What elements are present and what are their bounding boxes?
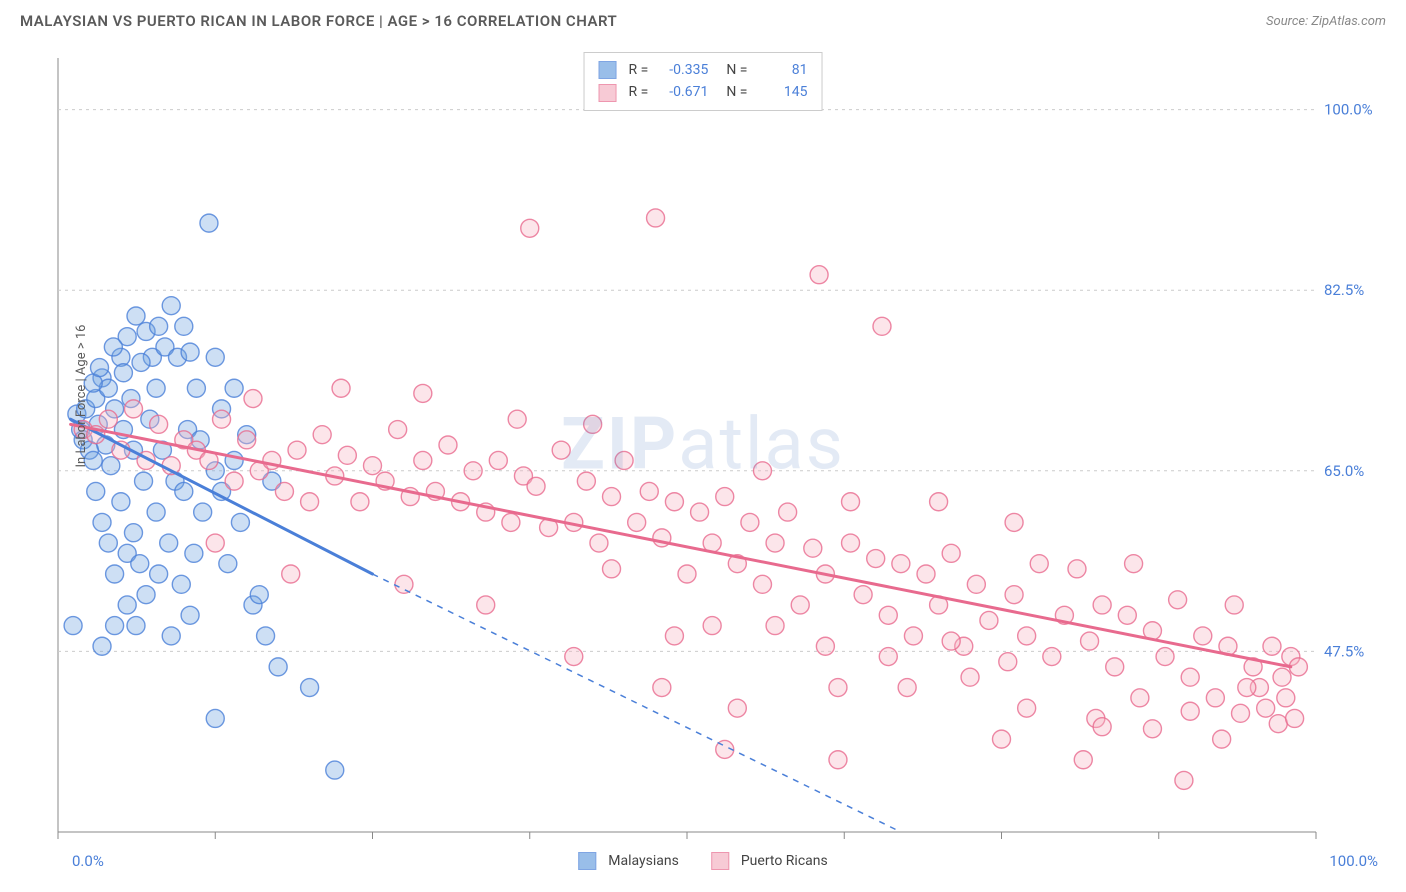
x-axis-min-label: 0.0% bbox=[72, 852, 104, 870]
r-value: -0.335 bbox=[660, 59, 708, 81]
svg-text:100.0%: 100.0% bbox=[1324, 101, 1373, 119]
svg-text:65.0%: 65.0% bbox=[1324, 462, 1364, 480]
svg-text:82.5%: 82.5% bbox=[1324, 281, 1364, 299]
svg-text:47.5%: 47.5% bbox=[1324, 642, 1364, 660]
legend-item-puerto_ricans: Puerto Ricans bbox=[711, 852, 828, 870]
legend-row-puerto_ricans: R = -0.671 N = 145 bbox=[599, 81, 808, 103]
correlation-legend: R = -0.335 N = 81 R = -0.671 N = 145 bbox=[584, 52, 823, 111]
legend-label: Malaysians bbox=[608, 853, 679, 869]
x-axis-max-label: 100.0% bbox=[1329, 852, 1378, 870]
legend-row-malaysians: R = -0.335 N = 81 bbox=[599, 59, 808, 81]
chart-container: In Labor Force | Age > 16 ZIPatlas 100.0… bbox=[20, 48, 1386, 872]
legend-swatch bbox=[711, 852, 729, 870]
legend-item-malaysians: Malaysians bbox=[578, 852, 679, 870]
n-value: 81 bbox=[759, 59, 807, 81]
series-puerto_ricans bbox=[74, 209, 1307, 789]
r-label: R = bbox=[629, 81, 649, 103]
r-label: R = bbox=[629, 59, 649, 81]
legend-swatch bbox=[599, 84, 617, 102]
source-attribution: Source: ZipAtlas.com bbox=[1266, 14, 1386, 29]
legend-label: Puerto Ricans bbox=[741, 853, 828, 869]
scatter-chart: 100.0% 82.5% 65.0% 47.5% bbox=[20, 48, 1386, 872]
r-value: -0.671 bbox=[660, 81, 708, 103]
chart-title: MALAYSIAN VS PUERTO RICAN IN LABOR FORCE… bbox=[20, 12, 617, 30]
n-label: N = bbox=[726, 59, 747, 81]
legend-swatch bbox=[599, 61, 617, 79]
series-legend: Malaysians Puerto Ricans bbox=[578, 852, 828, 870]
n-label: N = bbox=[726, 81, 747, 103]
legend-swatch bbox=[578, 852, 596, 870]
n-value: 145 bbox=[759, 81, 807, 103]
y-axis-label: In Labor Force | Age > 16 bbox=[74, 325, 89, 468]
